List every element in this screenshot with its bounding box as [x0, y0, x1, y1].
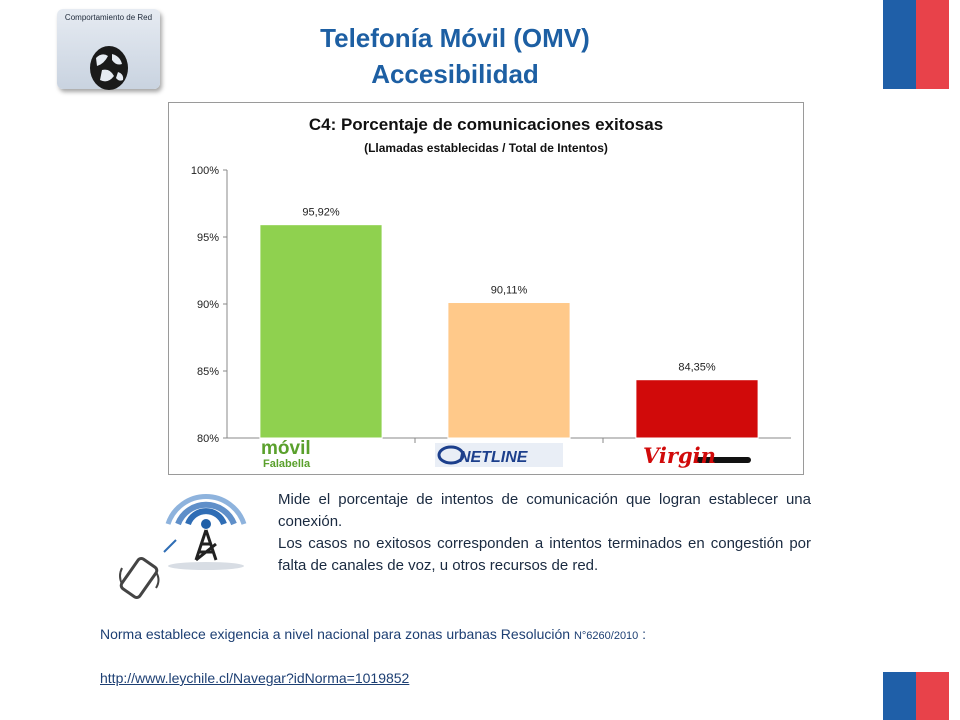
- y-tick-label: 90%: [197, 299, 219, 311]
- bar: [447, 302, 571, 439]
- flag-blue-stripe: [883, 0, 916, 89]
- chart-subtitle: (Llamadas establecidas / Total de Intent…: [364, 141, 608, 155]
- y-tick-label: 100%: [191, 165, 219, 177]
- y-tick-label: 80%: [197, 433, 219, 445]
- norma-main-text: Norma establece exigencia a nivel nacion…: [100, 626, 574, 642]
- bar: [635, 379, 759, 439]
- logo-movil-falabella: móvil Falabella: [258, 438, 378, 470]
- flag-blue-stripe: [883, 672, 916, 720]
- flag-stripe-bottom: [883, 672, 949, 720]
- bar: [259, 224, 383, 439]
- logo-netline-text: NETLINE: [459, 449, 529, 466]
- section-badge: Comportamiento de Red: [57, 9, 160, 90]
- badge-label: Comportamiento de Red: [64, 13, 153, 22]
- bar-data-label: 90,11%: [491, 285, 528, 297]
- description: Mide el porcentaje de intentos de comuni…: [278, 489, 811, 577]
- y-tick-label: 95%: [197, 232, 219, 244]
- logo-netline: NETLINE: [434, 438, 564, 470]
- network-globe-icon: [90, 46, 128, 90]
- bar-data-label: 84,35%: [678, 362, 716, 374]
- flag-red-stripe: [916, 0, 949, 89]
- header: Telefonía Móvil (OMV) Accesibilidad: [250, 20, 660, 92]
- page-subtitle: Accesibilidad: [371, 59, 539, 89]
- page-title: Telefonía Móvil (OMV): [320, 23, 590, 53]
- norma-suffix: :: [638, 626, 647, 642]
- antenna-signal-icon: [163, 493, 247, 570]
- logo-virgin-text: Virgin: [643, 443, 716, 468]
- chart-title: C4: Porcentaje de comunicaciones exitosa…: [308, 115, 664, 134]
- chart-panel: C4: Porcentaje de comunicaciones exitosa…: [168, 102, 804, 475]
- description-paragraph-2: Los casos no exitosos corresponden a int…: [278, 535, 811, 574]
- vibrating-phone-icon: [119, 557, 160, 599]
- logo-movil-text: móvil: [261, 439, 311, 459]
- flag-stripe-top: [883, 0, 949, 89]
- norma-text: Norma establece exigencia a nivel nacion…: [100, 624, 820, 646]
- description-paragraph-1: Mide el porcentaje de intentos de comuni…: [278, 491, 811, 530]
- logo-virgin: Virgin: [636, 438, 756, 470]
- logo-falabella-text: Falabella: [263, 458, 311, 469]
- flag-red-stripe: [916, 672, 949, 720]
- bar-chart: 80% 85% 90% 95% 100% 95,92% 90,11% 84,35%: [191, 165, 791, 445]
- bar-data-label: 95,92%: [302, 207, 340, 219]
- norma-link[interactable]: http://www.leychile.cl/Navegar?idNorma=1…: [100, 670, 410, 686]
- y-tick-label: 85%: [197, 366, 219, 378]
- norma-resolution: N°6260/2010: [573, 630, 639, 642]
